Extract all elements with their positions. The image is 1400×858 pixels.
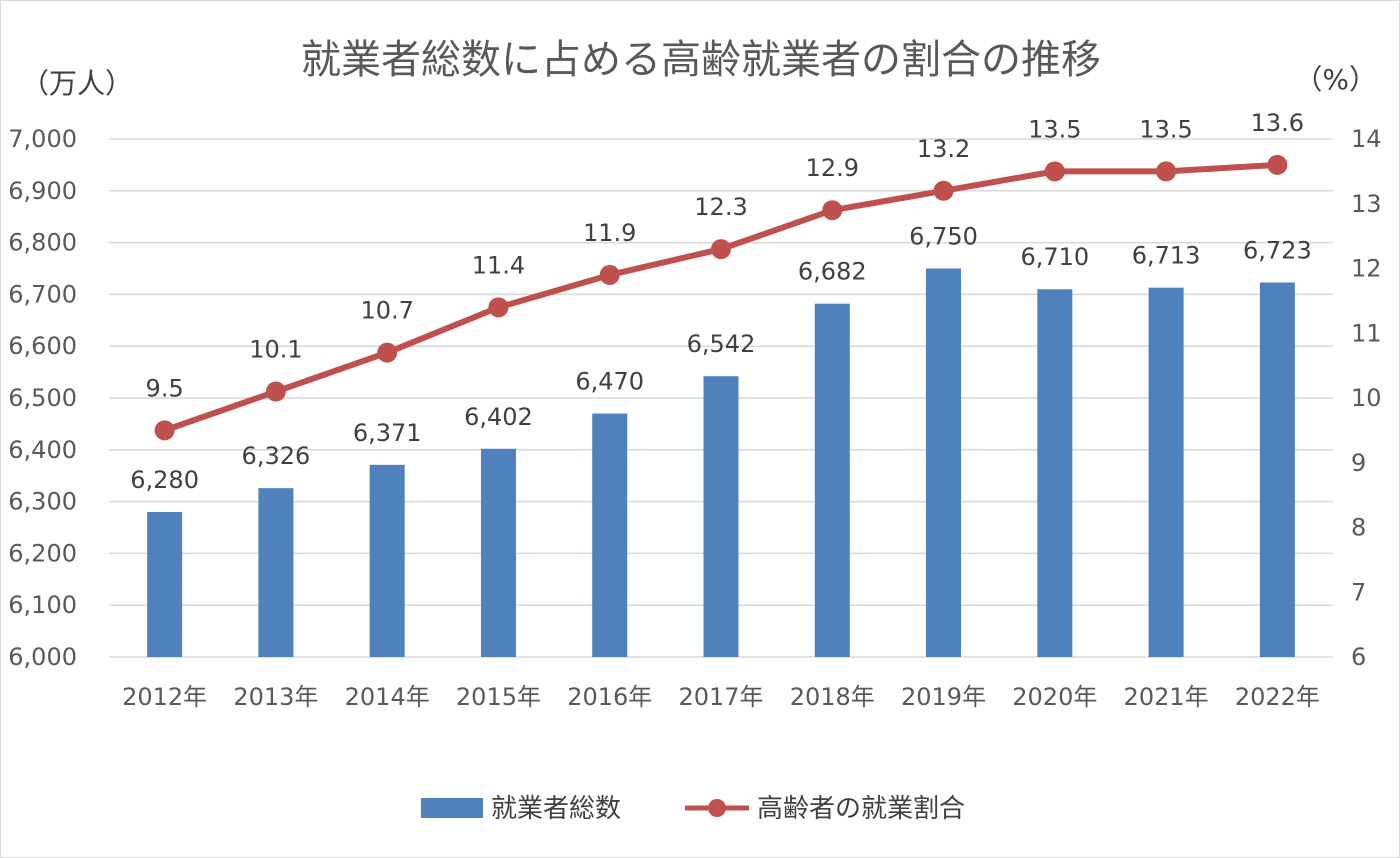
line-data-label: 13.6 — [1251, 109, 1304, 137]
bar — [369, 464, 405, 657]
legend-line-marker — [708, 799, 726, 817]
left-tick-label: 6,100 — [8, 591, 77, 619]
bar-data-label: 6,470 — [575, 368, 644, 396]
bar — [258, 488, 294, 657]
bar — [1259, 282, 1295, 657]
x-tick-label: 2013年 — [233, 683, 318, 711]
line-data-label: 9.5 — [146, 374, 184, 402]
bar-data-label: 6,682 — [798, 258, 867, 286]
bar-data-label: 6,326 — [242, 442, 311, 470]
line-point — [1044, 161, 1065, 182]
right-tick-label: 14 — [1351, 125, 1382, 153]
bar-data-label: 6,542 — [687, 330, 756, 358]
left-tick-label: 6,200 — [8, 539, 77, 567]
line-data-label: 13.2 — [917, 135, 970, 163]
right-tick-label: 11 — [1351, 319, 1382, 347]
bar — [1148, 287, 1184, 657]
line-data-label: 12.9 — [806, 154, 859, 182]
line-data-label: 10.7 — [360, 297, 413, 325]
left-tick-label: 6,900 — [8, 177, 77, 205]
x-tick-label: 2022年 — [1235, 683, 1320, 711]
line-point — [1156, 161, 1177, 182]
x-tick-label: 2016年 — [567, 683, 652, 711]
bar — [814, 303, 850, 657]
bar — [1037, 289, 1073, 657]
bar-data-label: 6,402 — [464, 403, 533, 431]
x-tick-label: 2018年 — [790, 683, 875, 711]
bar-data-labels: 6,280 6,326 6,371 6,402 6,470 6,542 6,682 6,750… — [130, 223, 1311, 494]
left-axis-unit: （万人） — [21, 67, 133, 100]
line-point — [488, 297, 509, 318]
x-tick-label: 2012年 — [122, 683, 207, 711]
x-tick-label: 2014年 — [345, 683, 430, 711]
line-data-label: 11.4 — [472, 251, 525, 279]
left-tick-label: 6,400 — [8, 436, 77, 464]
line-point — [1267, 154, 1288, 175]
line-point — [711, 239, 731, 260]
bar-data-label: 6,713 — [1132, 242, 1201, 270]
bar-data-label: 6,280 — [130, 466, 199, 494]
left-tick-label: 6,800 — [8, 229, 77, 257]
x-tick-label: 2020年 — [1012, 683, 1097, 711]
right-tick-label: 10 — [1351, 384, 1382, 412]
x-tick-label: 2017年 — [678, 683, 763, 711]
right-tick-label: 6 — [1351, 643, 1366, 671]
line-point — [599, 264, 620, 285]
line-point — [933, 180, 954, 201]
legend-line-label: 高齢者の就業割合 — [757, 794, 965, 824]
line-point — [377, 342, 398, 363]
bar-data-label: 6,723 — [1243, 236, 1312, 264]
bar — [703, 376, 739, 657]
line-data-label: 13.5 — [1028, 115, 1081, 143]
bar — [926, 268, 962, 657]
left-tick-label: 6,500 — [8, 384, 77, 412]
x-tick-label: 2021年 — [1124, 683, 1209, 711]
line-point — [822, 200, 843, 221]
line-point — [265, 381, 286, 402]
right-axis-ticks: 6 7 8 9 10 11 12 13 14 — [1351, 125, 1382, 671]
line-data-label: 10.1 — [249, 336, 302, 364]
right-tick-label: 13 — [1351, 190, 1382, 218]
line-series — [154, 154, 1288, 441]
left-tick-label: 6,300 — [8, 488, 77, 516]
legend-bar-swatch — [421, 798, 483, 818]
legend: 就業者総数 高齢者の就業割合 — [421, 794, 965, 824]
line-data-label: 12.3 — [694, 193, 747, 221]
bar-data-label: 6,371 — [353, 419, 422, 447]
x-tick-label: 2019年 — [901, 683, 986, 711]
line-data-label: 13.5 — [1139, 115, 1192, 143]
bar — [147, 511, 183, 657]
right-tick-label: 7 — [1351, 578, 1366, 606]
line-data-labels: 9.5 10.1 10.7 11.4 11.9 12.3 12.9 13.2 13.5 13.5 1… — [146, 109, 1305, 402]
legend-bar-label: 就業者総数 — [491, 794, 621, 824]
bar-data-label: 6,710 — [1020, 243, 1089, 271]
chart-title: 就業者総数に占める高齢就業者の割合の推移 — [301, 37, 1101, 83]
right-tick-label: 12 — [1351, 255, 1382, 283]
x-axis-ticks: 2012年 2013年 2014年 2015年 2016年 2017年 2018年 2019年… — [122, 683, 1320, 711]
bar-data-label: 6,750 — [909, 223, 978, 251]
right-tick-label: 8 — [1351, 514, 1366, 542]
left-tick-label: 6,600 — [8, 332, 77, 360]
left-tick-label: 7,000 — [8, 125, 77, 153]
right-tick-label: 9 — [1351, 449, 1366, 477]
x-tick-label: 2015年 — [456, 683, 541, 711]
line-point — [154, 420, 175, 441]
left-tick-label: 6,700 — [8, 280, 77, 308]
bar — [592, 413, 628, 657]
bar — [480, 448, 516, 657]
right-axis-unit: （%） — [1294, 63, 1377, 96]
left-tick-label: 6,000 — [8, 643, 77, 671]
bar-series — [147, 268, 1295, 657]
left-axis-ticks: 6,000 6,100 6,200 6,300 6,400 6,500 6,600 6,700… — [8, 125, 77, 671]
line-data-label: 11.9 — [583, 219, 636, 247]
